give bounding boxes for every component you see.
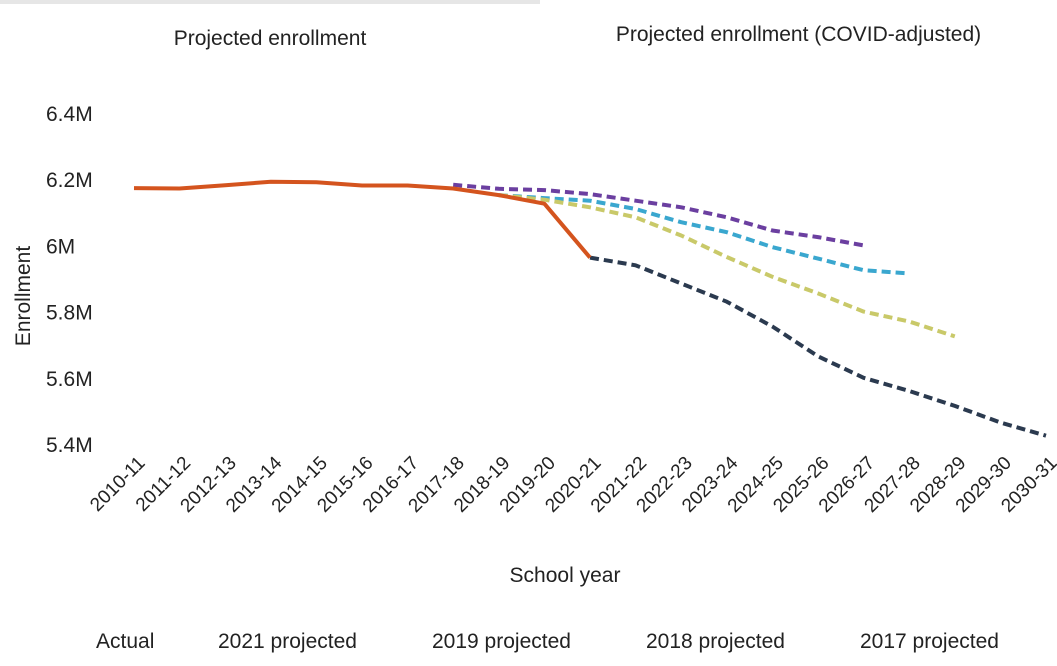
y-tick-label: 6.2M bbox=[46, 169, 93, 192]
series-lines bbox=[133, 179, 1047, 438]
tab-projected-enrollment[interactable]: Projected enrollment bbox=[0, 0, 540, 74]
y-tick-label: 5.8M bbox=[46, 302, 93, 325]
y-tick-label: 6M bbox=[46, 235, 75, 258]
tab-bar: Projected enrollment Projected enrollmen… bbox=[0, 0, 1057, 70]
series-line-2018-projected bbox=[498, 193, 910, 276]
y-tick-label: 6.4M bbox=[46, 103, 93, 126]
legend: Actual 2021 projected 2019 projected 201… bbox=[0, 630, 1057, 666]
legend-item-2019-projected[interactable]: 2019 projected bbox=[432, 630, 571, 653]
y-axis-ticks: 5.4M 5.6M 5.8M 6M 6.2M 6.4M bbox=[46, 103, 93, 457]
legend-item-2018-projected[interactable]: 2018 projected bbox=[646, 630, 785, 653]
legend-item-2017-projected[interactable]: 2017 projected bbox=[860, 630, 999, 653]
legend-item-2021-projected[interactable]: 2021 projected bbox=[218, 630, 357, 653]
series-line-actual bbox=[133, 179, 592, 259]
y-tick-label: 5.4M bbox=[46, 434, 93, 457]
y-axis-label: Enrollment bbox=[12, 246, 35, 347]
series-line-2021-projected bbox=[589, 255, 1047, 438]
enrollment-line-chart: 5.4M 5.6M 5.8M 6M 6.2M 6.4M 2010-112011-12201… bbox=[12, 103, 1057, 587]
tab-projected-enrollment-covid-adjusted[interactable]: Projected enrollment (COVID-adjusted) bbox=[615, 23, 982, 46]
x-axis-ticks: 2010-112011-122012-132013-142014-152015-… bbox=[86, 452, 1057, 516]
legend-item-actual[interactable]: Actual bbox=[96, 630, 155, 653]
x-axis-label: School year bbox=[510, 564, 621, 587]
series-line-2019-projected bbox=[498, 193, 956, 339]
y-tick-label: 5.6M bbox=[46, 368, 93, 391]
